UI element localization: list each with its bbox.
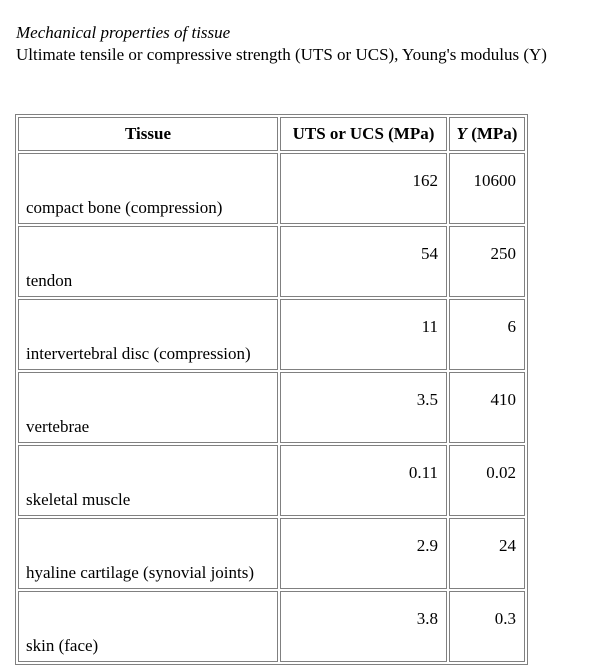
cell-youngs-modulus: 410 [449, 372, 525, 443]
table-row: intervertebral disc (compression) 11 6 [18, 299, 525, 370]
caption-subtitle: Ultimate tensile or compressive strength… [16, 45, 547, 64]
cell-tissue: vertebrae [18, 372, 278, 443]
cell-uts: 0.11 [280, 445, 447, 516]
table-caption: Mechanical properties of tissue Ultimate… [16, 22, 547, 66]
table-header-row: Tissue UTS or UCS (MPa) Y (MPa) [18, 117, 525, 151]
cell-tissue: hyaline cartilage (synovial joints) [18, 518, 278, 589]
cell-uts: 3.8 [280, 591, 447, 662]
cell-tissue: intervertebral disc (compression) [18, 299, 278, 370]
cell-tissue: tendon [18, 226, 278, 297]
cell-uts: 162 [280, 153, 447, 224]
cell-tissue: compact bone (compression) [18, 153, 278, 224]
cell-youngs-modulus: 0.02 [449, 445, 525, 516]
header-uts: UTS or UCS (MPa) [280, 117, 447, 151]
header-y-unit: (MPa) [466, 124, 518, 143]
cell-youngs-modulus: 6 [449, 299, 525, 370]
caption-title: Mechanical properties of tissue [16, 23, 231, 42]
cell-youngs-modulus: 250 [449, 226, 525, 297]
header-youngs-modulus: Y (MPa) [449, 117, 525, 151]
table-row: tendon 54 250 [18, 226, 525, 297]
cell-youngs-modulus: 24 [449, 518, 525, 589]
cell-tissue: skin (face) [18, 591, 278, 662]
cell-uts: 2.9 [280, 518, 447, 589]
header-tissue: Tissue [18, 117, 278, 151]
table-row: compact bone (compression) 162 10600 [18, 153, 525, 224]
cell-uts: 11 [280, 299, 447, 370]
table-row: hyaline cartilage (synovial joints) 2.9 … [18, 518, 525, 589]
header-y-symbol: Y [456, 124, 467, 143]
table-row: vertebrae 3.5 410 [18, 372, 525, 443]
cell-youngs-modulus: 10600 [449, 153, 525, 224]
cell-uts: 3.5 [280, 372, 447, 443]
cell-youngs-modulus: 0.3 [449, 591, 525, 662]
table-row: skeletal muscle 0.11 0.02 [18, 445, 525, 516]
table-row: skin (face) 3.8 0.3 [18, 591, 525, 662]
tissue-properties-table: Tissue UTS or UCS (MPa) Y (MPa) compact … [15, 114, 528, 665]
cell-tissue: skeletal muscle [18, 445, 278, 516]
cell-uts: 54 [280, 226, 447, 297]
